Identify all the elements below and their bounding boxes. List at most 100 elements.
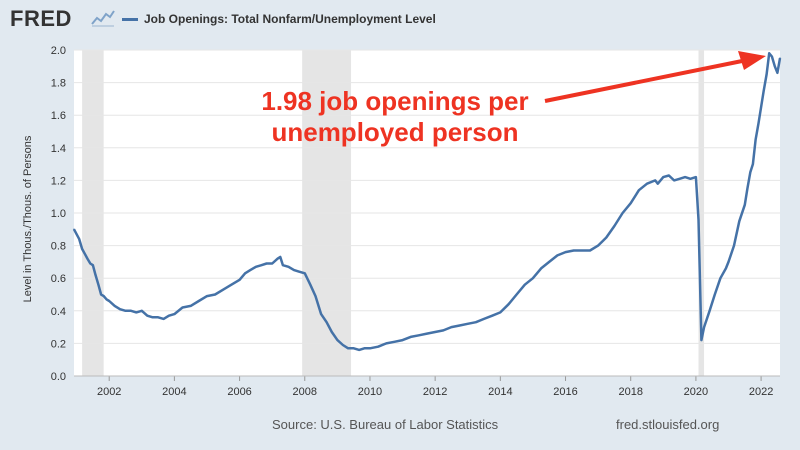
data-point xyxy=(597,244,599,247)
data-point xyxy=(434,331,436,333)
data-point xyxy=(336,339,339,341)
data-point xyxy=(157,316,159,319)
data-point xyxy=(81,248,83,250)
data-point xyxy=(662,176,665,178)
y-tick-label: 2.0 xyxy=(51,45,66,57)
annotation-arrow xyxy=(544,57,753,103)
data-point xyxy=(700,339,703,341)
y-tick-label: 0.0 xyxy=(51,371,66,383)
data-point xyxy=(97,283,100,286)
data-point xyxy=(409,336,412,338)
data-point xyxy=(320,313,322,315)
data-point xyxy=(458,324,461,327)
data-point xyxy=(466,323,469,325)
data-point xyxy=(358,349,361,351)
x-tick-label: 2014 xyxy=(488,386,512,398)
data-point xyxy=(347,347,349,350)
data-point xyxy=(762,89,765,92)
data-point xyxy=(548,261,551,263)
data-point xyxy=(282,264,284,266)
data-point xyxy=(697,218,700,221)
x-tick-label: 2022 xyxy=(749,386,773,398)
data-point xyxy=(108,300,111,302)
data-point xyxy=(426,332,428,335)
data-point xyxy=(613,225,616,227)
data-point xyxy=(140,310,143,312)
data-point xyxy=(703,326,705,328)
data-point xyxy=(279,256,282,258)
data-point xyxy=(768,52,771,55)
data-point xyxy=(173,313,176,315)
data-point xyxy=(377,345,379,348)
y-tick-label: 1.8 xyxy=(51,78,66,90)
data-point xyxy=(581,249,583,252)
data-point xyxy=(678,177,681,180)
legend-label[interactable]: Job Openings: Total Nonfarm/Unemployment… xyxy=(144,12,436,26)
data-point xyxy=(746,187,749,190)
data-point xyxy=(135,311,138,314)
data-point xyxy=(572,249,575,252)
data-point xyxy=(689,177,692,180)
x-tick-label: 2006 xyxy=(227,386,251,398)
data-point xyxy=(749,171,752,174)
x-tick-label: 2002 xyxy=(97,386,121,398)
data-point xyxy=(738,220,741,222)
data-point xyxy=(385,342,388,345)
data-point xyxy=(475,321,477,324)
data-point xyxy=(442,329,445,332)
data-point xyxy=(727,261,730,263)
data-point xyxy=(708,310,711,312)
data-point xyxy=(656,182,659,185)
data-point xyxy=(779,57,781,59)
y-tick-label: 1.6 xyxy=(51,110,66,122)
data-point xyxy=(743,204,746,206)
data-point xyxy=(352,347,355,350)
data-point xyxy=(491,314,493,317)
data-point xyxy=(276,257,279,260)
y-tick-label: 0.4 xyxy=(51,306,66,318)
data-point xyxy=(369,347,371,350)
data-point xyxy=(776,72,779,74)
data-point xyxy=(331,331,333,333)
data-point xyxy=(342,344,344,346)
data-point xyxy=(450,326,453,328)
data-point xyxy=(733,244,735,247)
data-point xyxy=(483,318,485,320)
header: FRED Job Openings: Total Nonfarm/Unemplo… xyxy=(0,0,800,40)
annotation-line-2: unemployed person xyxy=(271,117,519,147)
data-point xyxy=(532,277,534,280)
site-link[interactable]: fred.stlouisfed.org xyxy=(616,417,720,432)
data-point xyxy=(244,272,246,275)
data-point xyxy=(230,283,233,286)
data-point xyxy=(238,279,241,281)
data-point xyxy=(94,274,97,276)
data-point xyxy=(695,176,697,178)
data-point xyxy=(654,179,656,182)
data-point xyxy=(130,310,132,312)
data-point xyxy=(298,270,301,273)
data-point xyxy=(314,295,317,297)
x-tick-label: 2004 xyxy=(162,386,186,398)
data-point xyxy=(119,308,121,310)
data-point xyxy=(198,300,200,302)
annotation-arrowhead xyxy=(738,51,766,70)
data-point xyxy=(725,267,727,270)
data-point xyxy=(222,288,225,291)
data-point xyxy=(621,212,624,214)
source-note: Source: U.S. Bureau of Labor Statistics xyxy=(272,417,499,432)
data-point xyxy=(684,176,686,178)
fred-logo[interactable]: FRED xyxy=(10,6,72,31)
data-point xyxy=(89,262,92,265)
data-point xyxy=(92,264,94,266)
data-point xyxy=(523,283,526,286)
legend-swatch xyxy=(122,18,138,21)
data-point xyxy=(646,182,648,185)
data-point xyxy=(75,233,78,235)
data-point xyxy=(752,163,754,165)
data-point xyxy=(363,347,366,350)
data-point xyxy=(757,122,760,125)
y-tick-label: 0.6 xyxy=(51,273,66,285)
data-point xyxy=(100,293,102,296)
data-point xyxy=(760,106,762,108)
data-point xyxy=(564,251,567,253)
